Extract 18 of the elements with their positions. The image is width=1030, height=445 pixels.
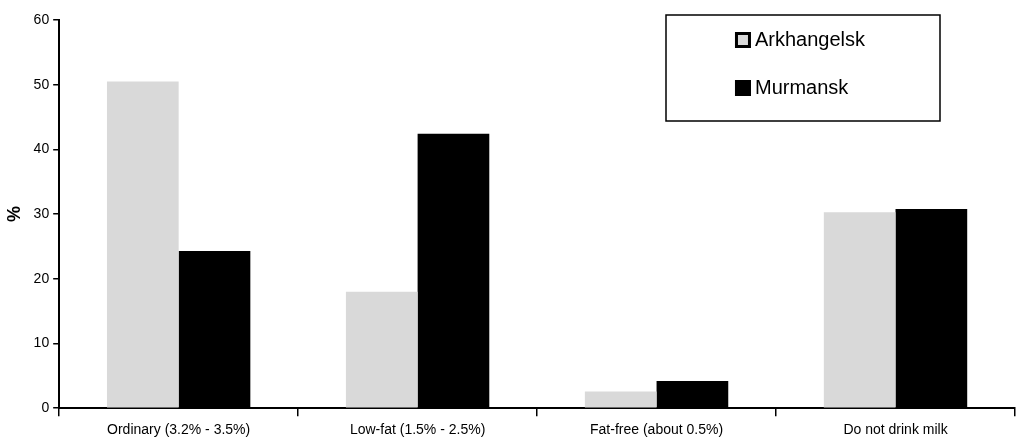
bar bbox=[106, 81, 179, 408]
y-tick-label: 30 bbox=[33, 204, 50, 221]
y-tick-label: 10 bbox=[33, 334, 50, 351]
y-tick-label: 50 bbox=[33, 75, 50, 92]
y-tick-label: 40 bbox=[33, 140, 50, 157]
y-tick-label: 60 bbox=[33, 10, 50, 27]
legend-label: Arkhangelsk bbox=[754, 27, 867, 50]
x-tick-label: Do not drink milk bbox=[843, 421, 949, 438]
bar bbox=[823, 212, 896, 408]
y-axis-title: % bbox=[3, 206, 24, 223]
legend-label: Murmansk bbox=[754, 75, 850, 98]
x-tick-label: Fat-free (about 0.5%) bbox=[590, 421, 724, 438]
y-tick-label: 20 bbox=[33, 269, 50, 286]
bar bbox=[584, 391, 657, 408]
x-tick-label: Ordinary (3.2% - 3.5%) bbox=[107, 421, 251, 438]
x-tick-label: Low-fat (1.5% - 2.5%) bbox=[349, 421, 486, 438]
y-tick-label: 0 bbox=[41, 399, 50, 416]
bar bbox=[345, 291, 418, 408]
